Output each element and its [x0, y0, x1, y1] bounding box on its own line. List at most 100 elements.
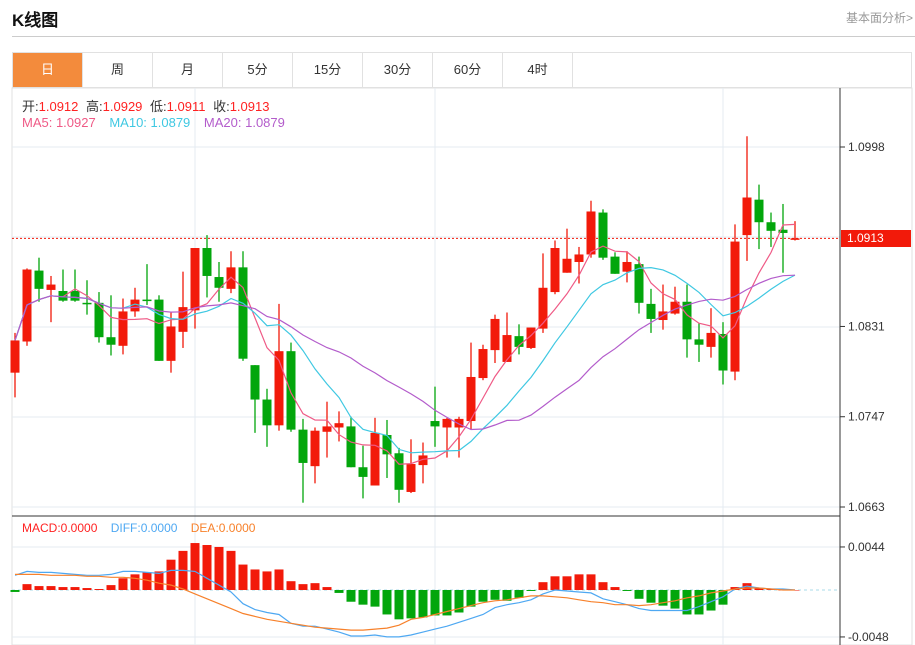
candle-up — [538, 287, 548, 329]
candle-up — [526, 327, 536, 348]
candle-down — [202, 248, 212, 276]
candle-down — [430, 421, 440, 427]
dea-value: DEA:0.0000 — [190, 521, 256, 535]
macd-bar-negative — [514, 590, 524, 598]
macd-bar-negative — [622, 590, 632, 591]
candle-down — [394, 453, 404, 490]
macd-bar-negative — [358, 590, 368, 605]
macd-bar-negative — [526, 590, 536, 591]
ma20-value: MA20: 1.0879 — [203, 115, 285, 130]
ma20-line — [14, 274, 796, 431]
candle-down — [106, 337, 116, 345]
macd-bar-negative — [694, 590, 704, 615]
candle-up — [550, 248, 560, 293]
macd-bar-negative — [658, 590, 668, 606]
macd-bar-positive — [250, 569, 260, 590]
macd-bar-negative — [634, 590, 644, 599]
macd-bar-positive — [58, 587, 68, 590]
low-value: 1.0911 — [166, 99, 206, 114]
candle-up — [334, 423, 344, 428]
candle-up — [274, 351, 284, 426]
macd-bar-positive — [610, 587, 620, 590]
macd-bar-positive — [82, 588, 92, 590]
ma10-value: MA10: 1.0879 — [109, 115, 191, 130]
candle-down — [262, 399, 272, 426]
candle-up — [10, 340, 20, 373]
candle-down — [598, 212, 608, 258]
price-tick-label: 1.0831 — [848, 319, 885, 333]
open-label: 开: — [22, 99, 39, 114]
page-title: K线图 — [12, 11, 59, 30]
candle-down — [154, 299, 164, 361]
candle-down — [646, 303, 656, 319]
macd-bar-positive — [322, 587, 332, 590]
candle-up — [586, 211, 596, 255]
ma10-line — [14, 266, 796, 454]
candle-up — [490, 318, 500, 351]
macd-bar-positive — [130, 574, 140, 590]
candle-down — [634, 264, 644, 303]
macd-bar-positive — [94, 589, 104, 590]
tab-5min[interactable]: 5分 — [223, 53, 293, 87]
macd-bar-negative — [490, 590, 500, 600]
candle-down — [286, 351, 296, 430]
tab-30min[interactable]: 30分 — [363, 53, 433, 87]
macd-bar-negative — [478, 590, 488, 602]
candle-up — [790, 238, 800, 240]
candle-up — [370, 432, 380, 486]
macd-tick-label: -0.0048 — [848, 630, 889, 644]
tab-15min[interactable]: 15分 — [293, 53, 363, 87]
macd-bar-positive — [202, 545, 212, 590]
candle-up — [478, 349, 488, 379]
tab-month[interactable]: 月 — [153, 53, 223, 87]
open-value: 1.0912 — [38, 99, 79, 114]
macd-bar-positive — [586, 574, 596, 590]
candle-down — [70, 291, 80, 301]
ohlc-legend: 开:1.0912 高:1.0929 低:1.0911 收:1.0913 — [22, 96, 273, 115]
candle-up — [622, 261, 632, 272]
macd-bar-positive — [298, 584, 308, 590]
last-price-tag: 1.0913 — [841, 230, 911, 247]
candle-up — [130, 299, 140, 312]
macd-bar-positive — [214, 546, 224, 590]
macd-bar-negative — [682, 590, 692, 615]
macd-bar-positive — [754, 588, 764, 590]
macd-legend: MACD:0.0000 DIFF:0.0000 DEA:0.0000 — [22, 521, 259, 535]
price-tick-label: 1.0747 — [848, 410, 885, 424]
low-label: 低: — [150, 99, 167, 114]
candle-up — [502, 335, 512, 362]
tab-60min[interactable]: 60分 — [433, 53, 503, 87]
macd-bar-positive — [46, 586, 56, 590]
candle-down — [346, 426, 356, 468]
candle-down — [682, 301, 692, 340]
candle-down — [694, 339, 704, 345]
candle-down — [34, 270, 44, 289]
candle-up — [406, 464, 416, 492]
candle-down — [58, 291, 68, 301]
tab-4hour[interactable]: 4时 — [503, 53, 573, 87]
tab-week[interactable]: 周 — [83, 53, 153, 87]
candle-down — [778, 229, 788, 233]
high-value: 1.0929 — [102, 99, 143, 114]
macd-bar-positive — [190, 543, 200, 590]
candle-down — [718, 333, 728, 371]
candle-down — [610, 256, 620, 274]
candle-down — [766, 222, 776, 231]
fundamental-analysis-link[interactable]: 基本面分析> — [845, 11, 913, 25]
macd-bar-positive — [286, 581, 296, 590]
macd-bar-positive — [262, 571, 272, 590]
ma5-value: MA5: 1.0927 — [22, 115, 96, 130]
macd-bar-negative — [382, 590, 392, 615]
candle-up — [46, 284, 56, 290]
tab-day[interactable]: 日 — [13, 53, 83, 87]
macd-bar-negative — [442, 590, 452, 616]
candle-up — [322, 426, 332, 432]
price-tick-label: 1.0663 — [848, 500, 885, 514]
header-divider — [12, 36, 915, 37]
candle-down — [382, 435, 392, 455]
macd-bar-positive — [118, 578, 128, 590]
macd-bar-negative — [706, 590, 716, 611]
candle-down — [94, 302, 104, 338]
